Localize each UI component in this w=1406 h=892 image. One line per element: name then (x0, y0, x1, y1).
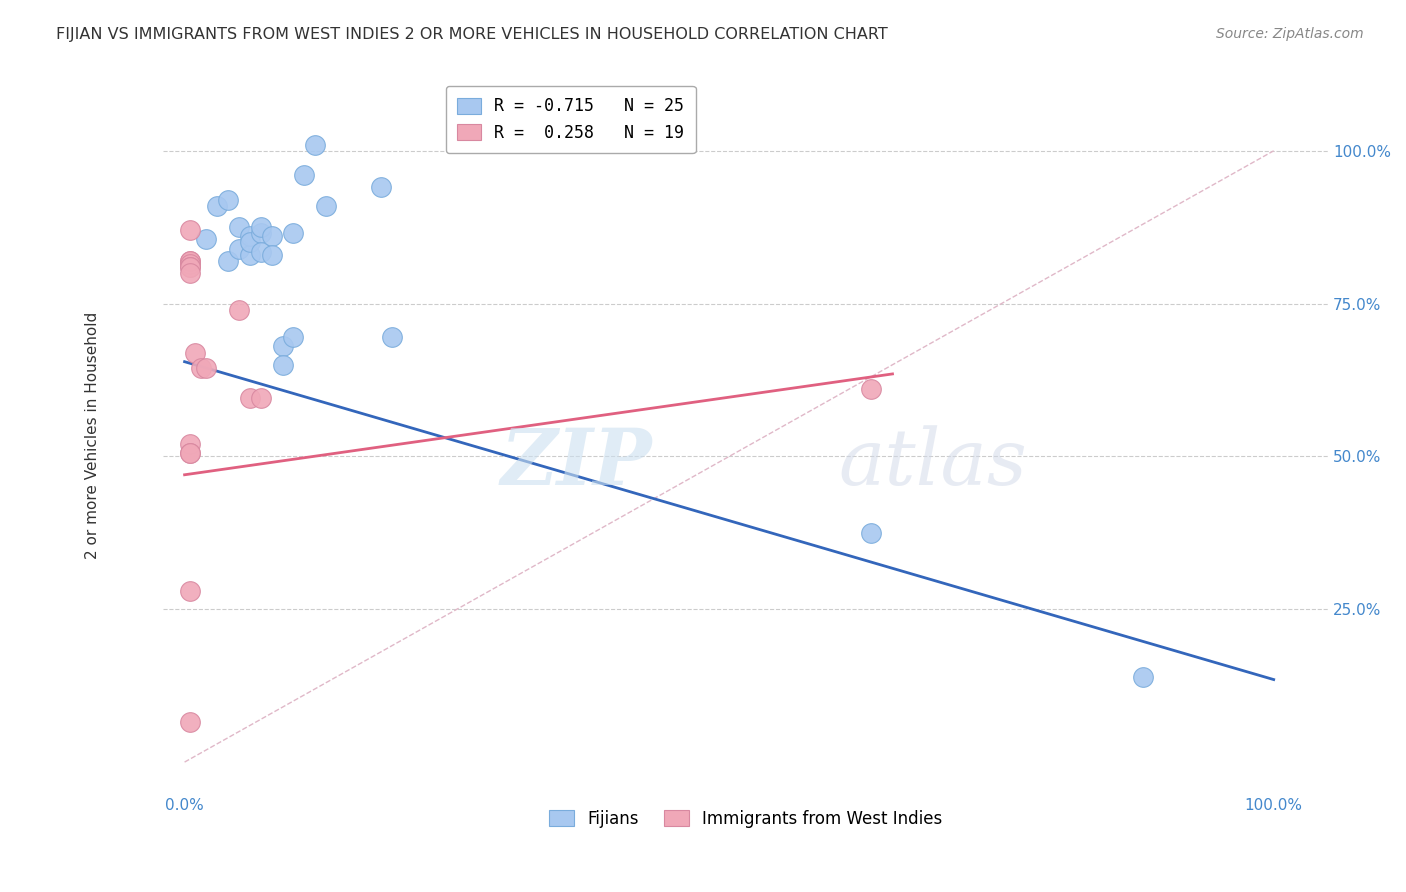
Point (179, 253, 201, 268)
Point (179, 260, 201, 274)
Point (179, 260, 201, 274)
Text: FIJIAN VS IMMIGRANTS FROM WEST INDIES 2 OR MORE VEHICLES IN HOUSEHOLD CORRELATIO: FIJIAN VS IMMIGRANTS FROM WEST INDIES 2 … (56, 27, 889, 42)
Point (315, 199, 337, 213)
Point (217, 253, 239, 268)
Point (195, 232, 218, 246)
Point (250, 220, 273, 235)
Point (1132, 669, 1154, 683)
Point (250, 392, 273, 406)
Point (207, 199, 229, 213)
Point (239, 235, 262, 250)
Point (217, 193, 239, 207)
Point (239, 392, 262, 406)
Point (271, 358, 294, 372)
Text: atlas: atlas (839, 425, 1028, 502)
Point (179, 446, 201, 460)
Point (179, 253, 201, 268)
Point (179, 266, 201, 280)
Point (250, 227, 273, 241)
Point (228, 220, 250, 235)
Point (260, 229, 283, 244)
Point (179, 257, 201, 271)
Legend: Fijians, Immigrants from West Indies: Fijians, Immigrants from West Indies (543, 803, 949, 834)
Text: ZIP: ZIP (501, 425, 652, 502)
Point (228, 302, 250, 317)
Point (190, 360, 212, 375)
Point (250, 244, 273, 259)
Point (195, 360, 218, 375)
Point (304, 137, 326, 152)
Y-axis label: 2 or more Vehicles in Household: 2 or more Vehicles in Household (86, 311, 100, 558)
Point (239, 248, 262, 262)
Point (179, 715, 201, 730)
Point (228, 242, 250, 256)
Point (179, 446, 201, 460)
Point (283, 227, 305, 241)
Point (271, 339, 294, 353)
Point (179, 223, 201, 237)
Point (292, 168, 315, 182)
Point (260, 248, 283, 262)
Text: Source: ZipAtlas.com: Source: ZipAtlas.com (1216, 27, 1364, 41)
Point (380, 330, 402, 344)
Point (859, 525, 882, 540)
Point (184, 345, 207, 359)
Point (179, 583, 201, 598)
Point (283, 330, 305, 344)
Point (370, 180, 392, 194)
Point (239, 229, 262, 244)
Point (179, 437, 201, 451)
Point (859, 382, 882, 396)
